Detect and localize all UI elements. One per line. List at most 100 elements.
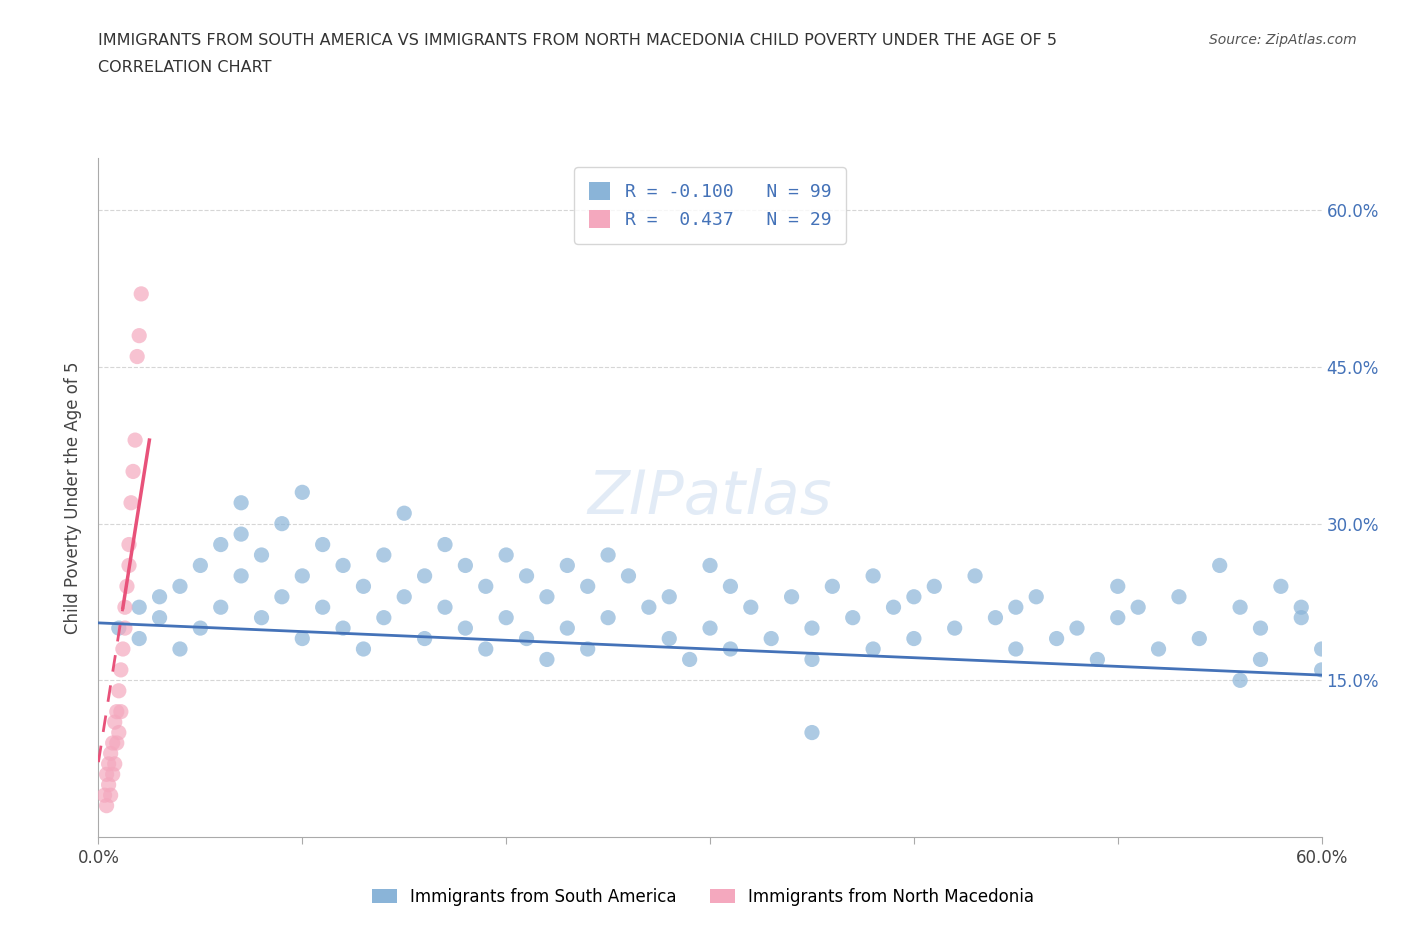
Point [100,788,122,803]
Point [129,286,152,301]
Point [114,600,136,615]
Point [821,578,844,593]
Point [128,328,150,343]
Point [352,642,374,657]
Point [97,756,120,771]
Point [101,736,124,751]
Text: IMMIGRANTS FROM SOUTH AMERICA VS IMMIGRANTS FROM NORTH MACEDONIA CHILD POVERTY U: IMMIGRANTS FROM SOUTH AMERICA VS IMMIGRA… [98,33,1057,47]
Point [474,578,498,593]
Point [110,704,132,719]
Point [801,620,824,635]
Point [104,714,127,729]
Point [1025,590,1047,604]
Point [801,725,824,740]
Point [291,568,314,583]
Point [1107,610,1129,625]
Point [658,590,681,604]
Point [474,642,498,657]
Point [862,568,884,583]
Text: ZIPatlas: ZIPatlas [588,468,832,527]
Point [434,538,457,552]
Point [118,538,141,552]
Point [536,652,558,667]
Point [392,506,416,521]
Point [169,578,191,593]
Point [250,548,273,563]
Legend: Immigrants from South America, Immigrants from North Macedonia: Immigrants from South America, Immigrant… [366,881,1040,912]
Point [120,496,142,511]
Point [128,631,150,646]
Point [312,538,335,552]
Point [373,548,395,563]
Point [108,620,131,635]
Point [841,610,863,625]
Point [169,642,191,657]
Point [699,558,721,573]
Point [699,620,721,635]
Point [1249,652,1271,667]
Point [373,610,395,625]
Point [1085,652,1108,667]
Point [576,578,599,593]
Text: CORRELATION CHART: CORRELATION CHART [98,60,271,75]
Point [434,600,457,615]
Point [1291,600,1313,615]
Point [332,558,354,573]
Point [598,610,620,625]
Point [97,777,120,792]
Point [115,578,138,593]
Point [903,631,925,646]
Point [454,620,477,635]
Point [1128,600,1150,615]
Point [96,798,118,813]
Point [922,578,945,593]
Point [111,642,134,657]
Point [495,610,517,625]
Point [105,736,128,751]
Legend: R = -0.100   N = 99, R =  0.437   N = 29: R = -0.100 N = 99, R = 0.437 N = 29 [574,167,846,244]
Point [270,516,294,531]
Point [231,496,253,511]
Point [93,788,115,803]
Y-axis label: Child Poverty Under the Age of 5: Child Poverty Under the Age of 5 [65,361,83,634]
Point [761,631,783,646]
Point [516,631,538,646]
Point [110,662,132,677]
Point [576,642,599,657]
Point [1147,642,1170,657]
Point [1004,600,1026,615]
Point [495,548,517,563]
Point [557,558,579,573]
Point [413,631,436,646]
Point [720,578,742,593]
Point [679,652,702,667]
Point [122,464,145,479]
Point [291,631,314,646]
Point [617,568,640,583]
Point [557,620,579,635]
Point [1310,662,1333,677]
Point [536,590,558,604]
Point [413,568,436,583]
Point [638,600,661,615]
Point [965,568,987,583]
Point [883,600,905,615]
Point [100,746,122,761]
Point [1066,620,1088,635]
Point [1249,620,1271,635]
Point [984,610,1007,625]
Point [943,620,966,635]
Point [188,620,212,635]
Point [108,684,131,698]
Point [1229,600,1251,615]
Point [312,600,335,615]
Point [291,485,314,499]
Point [1107,578,1129,593]
Point [658,631,681,646]
Point [780,590,803,604]
Point [209,538,232,552]
Point [96,767,118,782]
Point [1291,610,1313,625]
Point [1188,631,1211,646]
Point [454,558,477,573]
